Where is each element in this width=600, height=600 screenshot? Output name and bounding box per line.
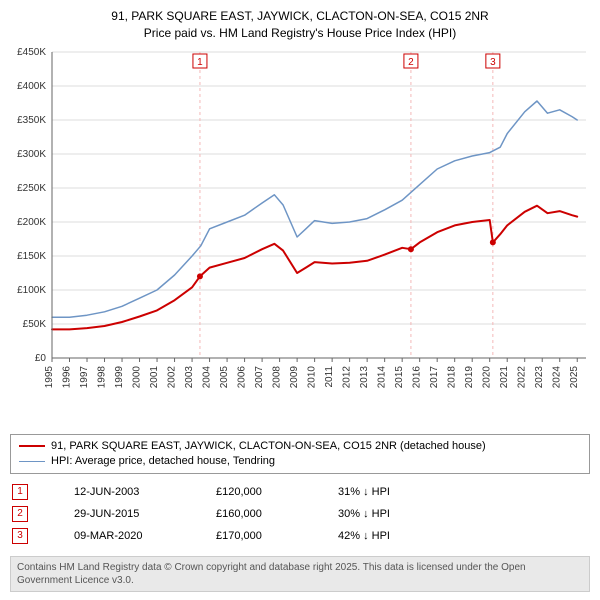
marker-number-box: 2 [12,506,28,522]
y-tick-label: £250K [17,183,46,194]
x-tick-label: 2014 [377,365,388,388]
x-tick-label: 1998 [97,365,108,388]
legend: 91, PARK SQUARE EAST, JAYWICK, CLACTON-O… [10,434,590,475]
x-tick-label: 1995 [44,365,55,388]
marker-price: £160,000 [216,504,336,524]
x-tick-label: 2006 [237,365,248,388]
x-tick-label: 2022 [517,365,528,388]
x-tick-label: 2021 [499,365,510,388]
y-tick-label: £200K [17,217,46,228]
marker-hpi: 30% ↓ HPI [338,504,458,524]
marker-price: £120,000 [216,482,336,502]
legend-row: 91, PARK SQUARE EAST, JAYWICK, CLACTON-O… [19,439,581,454]
y-tick-label: £350K [17,115,46,126]
marker-date: 29-JUN-2015 [74,504,214,524]
legend-swatch [19,445,45,447]
y-tick-label: £450K [17,47,46,58]
marker-hpi: 42% ↓ HPI [338,526,458,546]
marker-number-box: 1 [12,484,28,500]
marker-price: £170,000 [216,526,336,546]
x-tick-label: 2015 [394,365,405,388]
legend-row: HPI: Average price, detached house, Tend… [19,454,581,469]
x-tick-label: 2011 [324,365,335,387]
marker-date: 09-MAR-2020 [74,526,214,546]
x-tick-label: 2020 [482,365,493,388]
marker-number: 1 [197,57,203,68]
x-tick-label: 2018 [447,365,458,388]
x-tick-label: 2016 [412,365,423,388]
title-line-2: Price paid vs. HM Land Registry's House … [8,25,592,42]
x-tick-label: 2013 [359,365,370,388]
x-tick-label: 2008 [272,365,283,388]
x-tick-label: 2003 [184,365,195,388]
x-tick-label: 2004 [202,365,213,388]
x-tick-label: 1997 [79,365,90,388]
x-tick-label: 2025 [569,365,580,388]
marker-number: 3 [490,57,496,68]
y-tick-label: £0 [35,353,47,364]
chart-title: 91, PARK SQUARE EAST, JAYWICK, CLACTON-O… [8,8,592,42]
x-tick-label: 2007 [254,365,265,388]
x-tick-label: 2009 [289,365,300,388]
marker-hpi: 31% ↓ HPI [338,482,458,502]
marker-number-box: 3 [12,528,28,544]
x-tick-label: 2017 [429,365,440,388]
y-tick-label: £50K [23,319,47,330]
title-line-1: 91, PARK SQUARE EAST, JAYWICK, CLACTON-O… [8,8,592,25]
marker-date: 12-JUN-2003 [74,482,214,502]
marker-row: 3 09-MAR-2020£170,00042% ↓ HPI [12,526,458,546]
x-tick-label: 2001 [149,365,160,388]
x-tick-label: 2024 [552,365,563,388]
x-tick-label: 2019 [464,365,475,388]
chart-svg: £0 £50K £100K £150K £200K £250K £300K £350K £400… [8,46,592,426]
y-tick-label: £300K [17,149,46,160]
marker-row: 2 29-JUN-2015£160,00030% ↓ HPI [12,504,458,524]
x-tick-label: 2005 [219,365,230,388]
markers-table: 1 12-JUN-2003£120,00031% ↓ HPI 2 29-JUN-201… [10,480,460,548]
x-tick-label: 2023 [534,365,545,388]
y-tick-label: £100K [17,285,46,296]
x-tick-label: 2012 [342,365,353,388]
line-chart: £0 £50K £100K £150K £200K £250K £300K £350K £400… [8,46,592,426]
x-tick-label: 1996 [62,365,73,388]
x-tick-label: 2000 [132,365,143,388]
marker-number: 2 [408,57,414,68]
y-tick-label: £400K [17,81,46,92]
legend-label: 91, PARK SQUARE EAST, JAYWICK, CLACTON-O… [51,439,486,454]
footer-note: Contains HM Land Registry data © Crown c… [10,556,590,592]
marker-row: 1 12-JUN-2003£120,00031% ↓ HPI [12,482,458,502]
legend-label: HPI: Average price, detached house, Tend… [51,454,275,469]
x-tick-label: 1999 [114,365,125,388]
legend-swatch [19,461,45,462]
x-tick-label: 2010 [307,365,318,388]
y-tick-label: £150K [17,251,46,262]
x-tick-label: 2002 [167,365,178,388]
